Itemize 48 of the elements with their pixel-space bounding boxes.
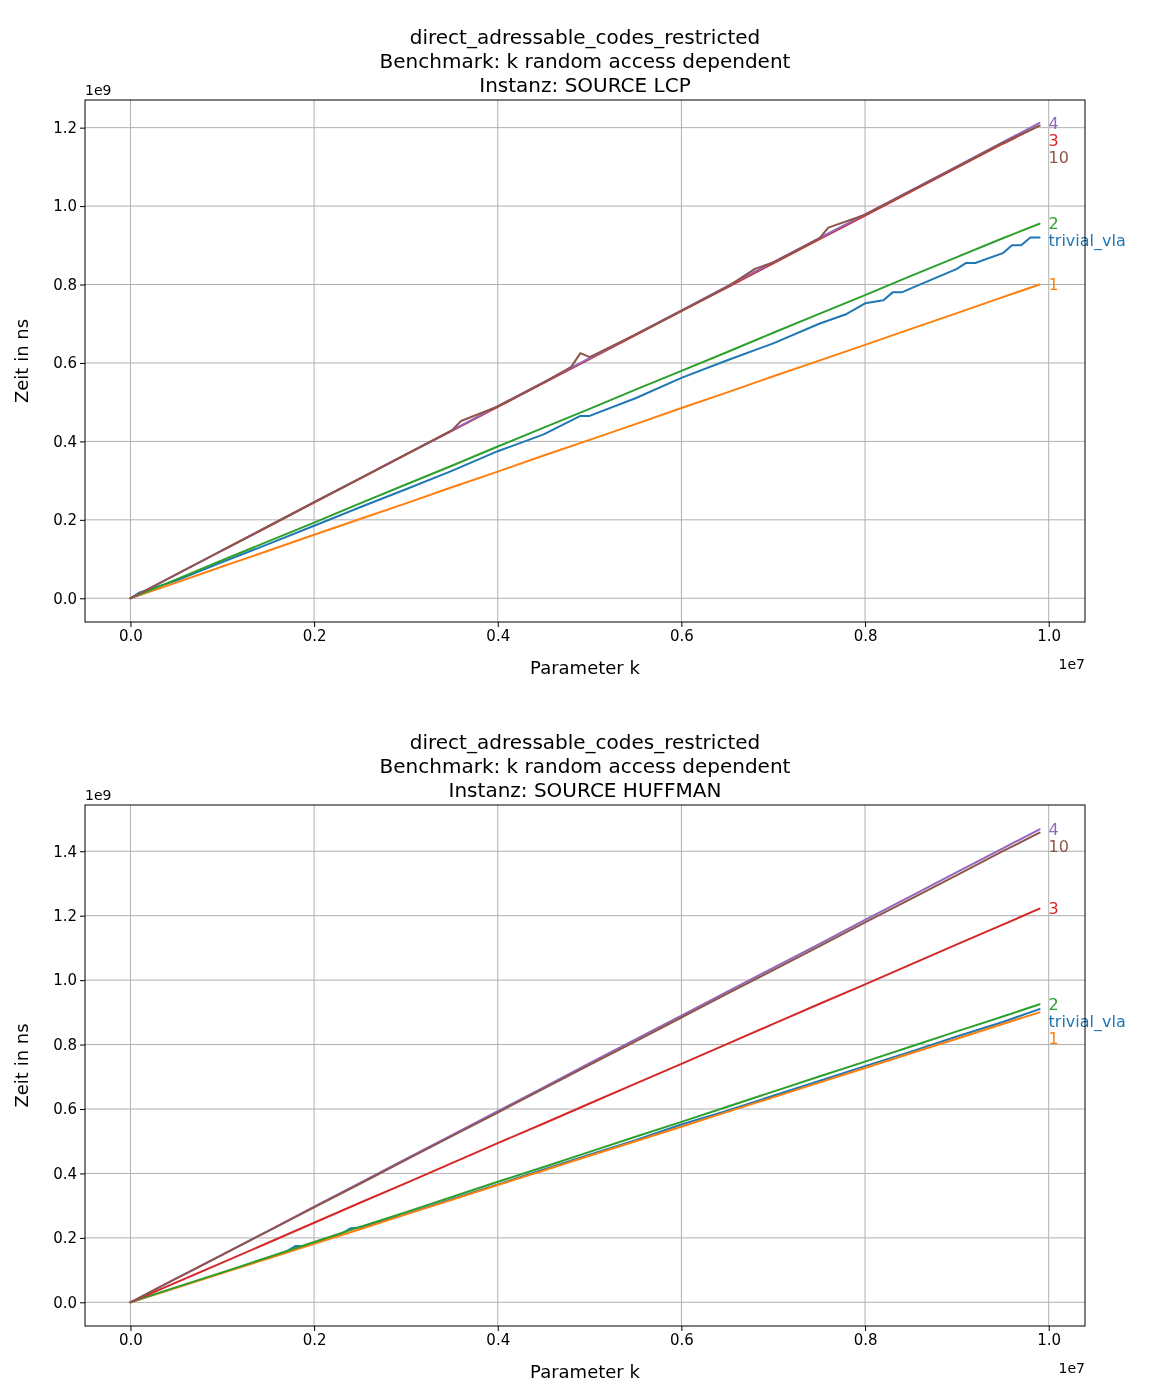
y-tick-label: 1.0 — [53, 971, 77, 990]
line-series — [129, 907, 1041, 1304]
series-label: 2 — [1048, 214, 1059, 234]
y-axis-title: Zeit in ns — [11, 1023, 32, 1108]
text: 1e9 — [85, 82, 112, 98]
x-axis-title: Parameter k — [530, 1361, 641, 1382]
y-tick-label: 0.0 — [53, 1293, 77, 1312]
x-tick-label: 0.4 — [486, 1330, 511, 1349]
x-axis-title: Parameter k — [530, 657, 641, 678]
x-tick-label: 0.0 — [119, 1330, 143, 1349]
y-tick-label: 0.4 — [53, 432, 77, 451]
text: 1e7 — [1058, 656, 1085, 672]
series-label: 1 — [1048, 275, 1059, 295]
y-tick-label: 0.2 — [53, 1229, 77, 1248]
series-label: 10 — [1048, 836, 1069, 856]
x-tick-label: 0.6 — [669, 626, 694, 645]
y-tick-label: 0.6 — [53, 354, 77, 373]
x-tick-label: 0.0 — [119, 626, 143, 645]
series-label: 3 — [1048, 899, 1059, 919]
series-label: 1 — [1048, 1028, 1059, 1048]
x-tick-label: 1.0 — [1037, 1330, 1062, 1349]
y-tick-label: 0.4 — [53, 1164, 77, 1183]
text: 1e7 — [1058, 1360, 1085, 1376]
y-tick-label: 0.2 — [53, 511, 77, 530]
y-tick-label: 1.0 — [53, 197, 77, 216]
text: 1e9 — [85, 787, 112, 803]
x-tick-label: 0.2 — [302, 1330, 327, 1349]
y-tick-label: 1.2 — [53, 118, 77, 137]
series-label: 3 — [1048, 130, 1059, 150]
y-tick-label: 0.8 — [53, 1035, 77, 1054]
x-tick-label: 0.8 — [853, 1330, 878, 1349]
y-tick-label: 1.4 — [53, 842, 77, 861]
x-tick-label: 0.8 — [853, 626, 878, 645]
y-axis-title: Zeit in ns — [11, 318, 32, 404]
x-tick-label: 0.6 — [669, 1330, 694, 1349]
x-tick-label: 0.4 — [486, 626, 511, 645]
x-tick-label: 1.0 — [1037, 626, 1062, 645]
chart-title: direct_adressable_codes_restricted Benchmark: k random access dependent Instanz: SOURCE LCP — [379, 25, 791, 97]
series-label: 2 — [1048, 994, 1059, 1014]
series-label: 4 — [1048, 113, 1059, 133]
series-label: 10 — [1048, 147, 1069, 167]
y-tick-label: 0.8 — [53, 275, 77, 294]
y-tick-label: 0.6 — [53, 1100, 77, 1119]
chart-title: direct_adressable_codes_restricted Benchmark: k random access dependent Instanz: SOURCE HUFFMAN — [379, 730, 791, 802]
y-tick-label: 0.0 — [53, 589, 77, 608]
x-tick-label: 0.2 — [302, 626, 327, 645]
series-label: 4 — [1048, 819, 1059, 839]
y-tick-label: 1.2 — [53, 906, 77, 925]
